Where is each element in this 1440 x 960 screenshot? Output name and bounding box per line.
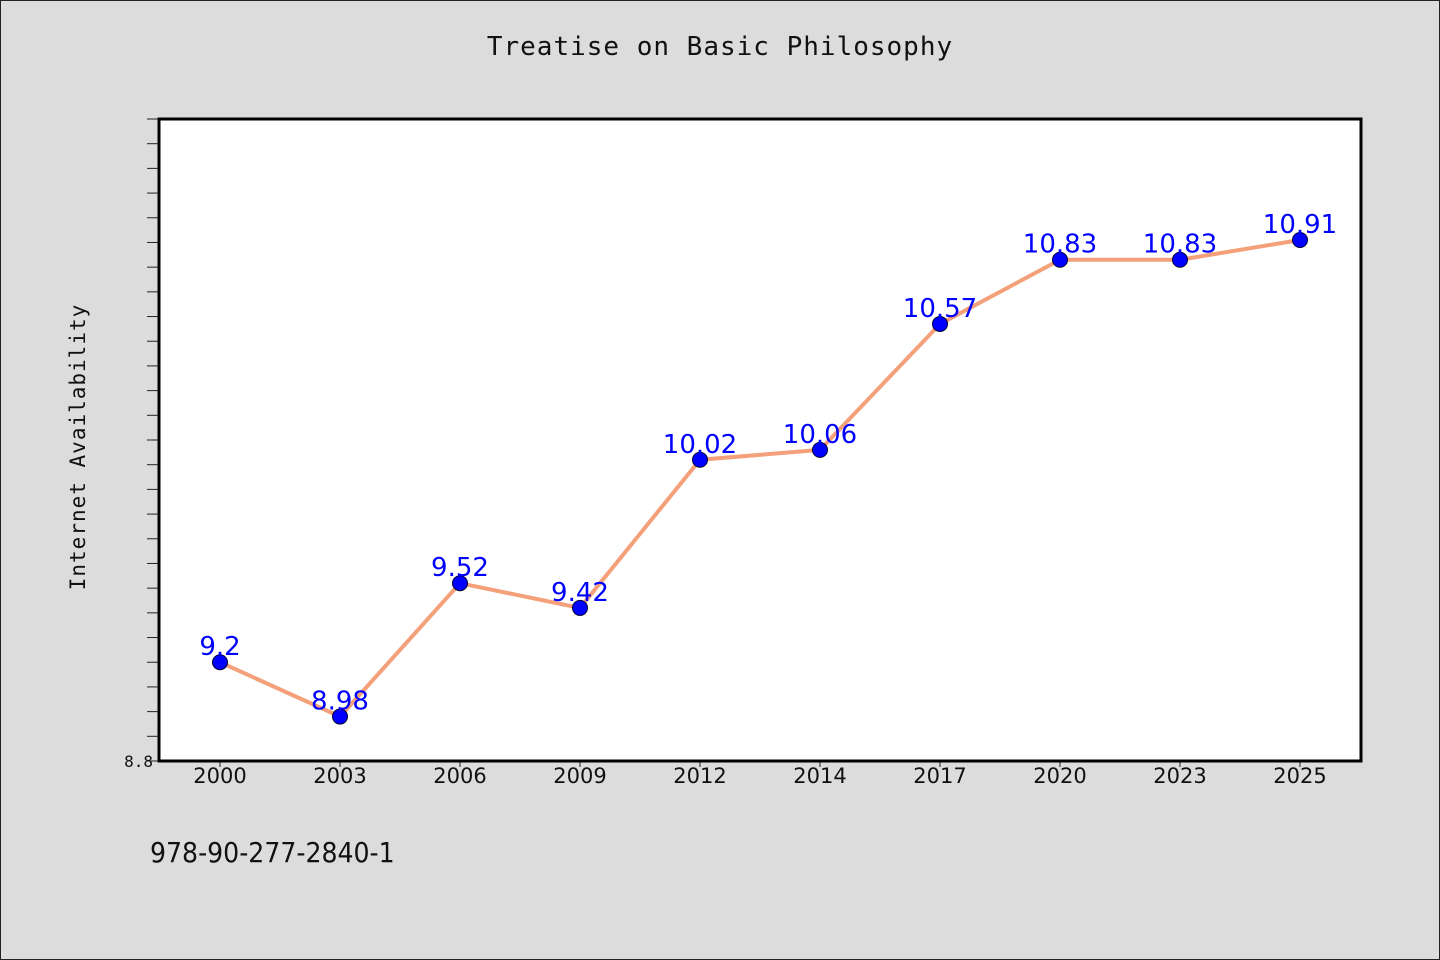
data-point xyxy=(812,441,828,458)
x-tick-label: 2023 xyxy=(1153,764,1206,788)
data-point xyxy=(212,654,228,671)
isbn-text: 978-90-277-2840-1 xyxy=(150,836,395,869)
data-label: 9.2 xyxy=(199,632,240,662)
data-point xyxy=(572,599,588,616)
x-tick-label: 2025 xyxy=(1273,764,1326,788)
data-label: 10.83 xyxy=(1023,230,1097,260)
data-label: 9.42 xyxy=(551,578,609,608)
data-point xyxy=(452,575,468,592)
plot-border xyxy=(157,117,1363,763)
data-point xyxy=(1052,251,1068,268)
data-label: 10.91 xyxy=(1263,210,1337,240)
data-label: 8.98 xyxy=(311,687,369,717)
x-tick-label: 2017 xyxy=(913,764,966,788)
x-tick-label: 2003 xyxy=(313,764,366,788)
data-label: 9.52 xyxy=(431,553,489,583)
x-tick-label: 2006 xyxy=(433,764,486,788)
data-point xyxy=(1172,251,1188,268)
data-point xyxy=(932,315,948,332)
chart-title: Treatise on Basic Philosophy xyxy=(486,32,954,62)
x-tick-label: 2000 xyxy=(193,764,246,788)
x-axis-ticks: 2000 2003 2006 2009 2012 2014 2017 2020 2023 2025 xyxy=(193,761,1327,788)
plot-area xyxy=(159,119,1361,761)
data-label: 10.57 xyxy=(903,294,977,324)
data-point xyxy=(332,708,348,725)
series-group: 9.2 8.98 9.52 9.42 10.02 10.06 10.57 10.83 10.83… xyxy=(199,210,1337,725)
series-line xyxy=(219,238,1301,719)
data-point xyxy=(692,451,708,468)
y-tick-label: 8.8 xyxy=(124,752,153,771)
data-label: 10.06 xyxy=(783,420,857,450)
x-tick-label: 2012 xyxy=(673,764,726,788)
y-axis-ticks: 8.8 xyxy=(124,118,159,771)
x-tick-label: 2009 xyxy=(553,764,606,788)
x-tick-label: 2014 xyxy=(793,764,846,788)
x-tick-label: 2020 xyxy=(1033,764,1086,788)
data-label: 10.02 xyxy=(663,430,737,460)
data-label: 10.83 xyxy=(1143,230,1217,260)
data-point xyxy=(1292,231,1308,248)
